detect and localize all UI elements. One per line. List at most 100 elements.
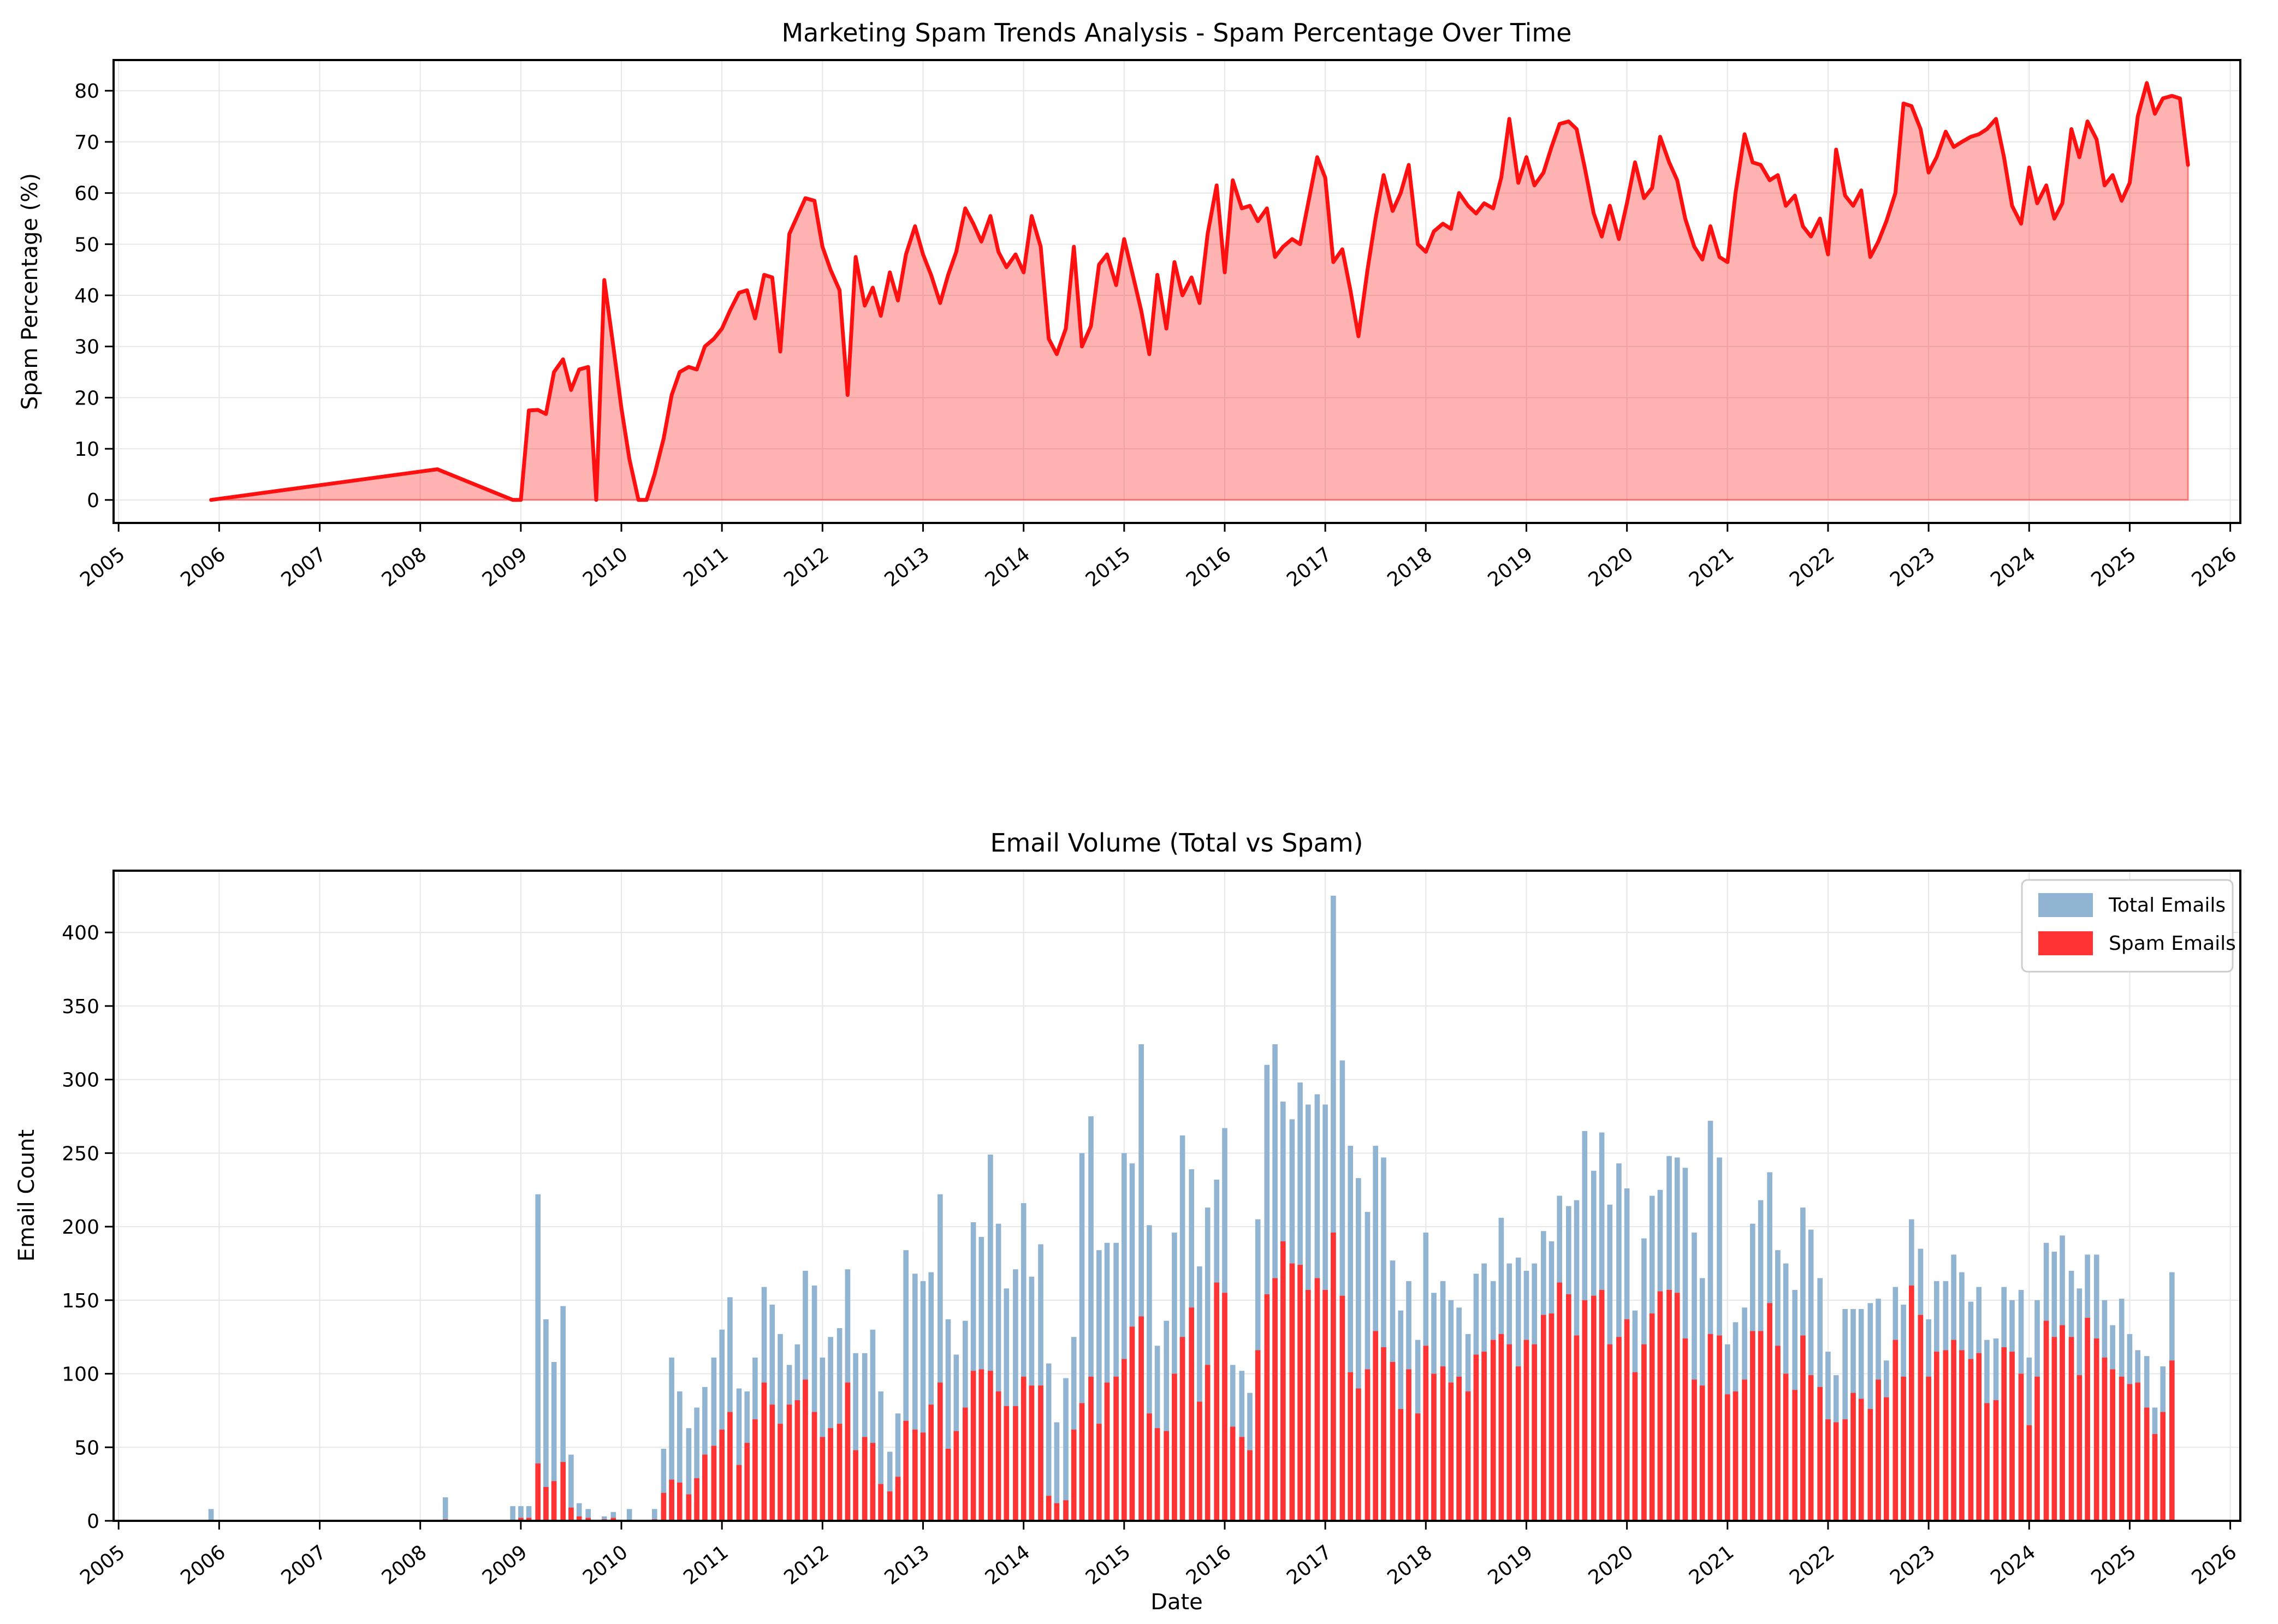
bar-spam [1440, 1366, 1446, 1521]
x-tick-label: 2008 [378, 543, 431, 592]
bar-spam [1926, 1376, 1931, 1521]
bar-spam [560, 1462, 566, 1521]
bar-spam [2009, 1352, 2015, 1521]
bar-spam [1808, 1375, 1814, 1521]
bar-spam [978, 1369, 984, 1521]
bar-total [1692, 1232, 1697, 1521]
bar-spam [1775, 1346, 1781, 1521]
bar-total [1381, 1157, 1386, 1521]
bar-spam [2060, 1325, 2065, 1521]
bottom-chart-spines [112, 870, 2241, 1522]
bar-total [526, 1506, 532, 1521]
bar-spam [711, 1445, 717, 1521]
bar-spam [1674, 1293, 1680, 1521]
x-tick-label: 2009 [478, 543, 531, 592]
bar-total [694, 1407, 699, 1521]
x-tick-label: 2006 [176, 543, 229, 592]
bar-spam [526, 1518, 532, 1521]
y-tick-label: 20 [74, 387, 99, 409]
bar-spam [1842, 1419, 1848, 1521]
bar-spam [1783, 1373, 1789, 1521]
x-tick-label: 2005 [76, 1541, 129, 1590]
x-axis-label: Date [1150, 1590, 1203, 1615]
bar-total [661, 1449, 667, 1521]
bar-total [870, 1329, 876, 1521]
bar-spam [1322, 1290, 1328, 1521]
x-tick-label: 2020 [1585, 1541, 1638, 1590]
x-tick-label: 2014 [981, 1541, 1034, 1590]
bar-spam [686, 1494, 692, 1521]
y-tick-label: 60 [74, 183, 99, 205]
bar-spam [1943, 1350, 1949, 1521]
x-tick-label: 2023 [1886, 1541, 1939, 1590]
bar-spam [576, 1516, 582, 1521]
bar-total [1138, 1044, 1144, 1521]
y-tick-label: 300 [62, 1069, 99, 1092]
bar-spam [1918, 1314, 1924, 1521]
bar-spam [2127, 1384, 2133, 1521]
bar-spam [1104, 1382, 1110, 1521]
bar-spam [1448, 1382, 1454, 1521]
bar-spam [794, 1400, 800, 1521]
bar-total [669, 1357, 674, 1521]
bar-spam [1205, 1365, 1211, 1521]
bar-total [1122, 1153, 1127, 1521]
x-tick-label: 2020 [1585, 543, 1638, 592]
bar-spam [1733, 1391, 1739, 1521]
bar-spam [1264, 1294, 1270, 1521]
bar-spam [752, 1419, 758, 1521]
y-tick-label: 100 [62, 1364, 99, 1386]
bar-spam [1742, 1379, 1747, 1521]
bar-total [1205, 1207, 1211, 1521]
bar-spam [2077, 1375, 2083, 1521]
bar-spam [1607, 1344, 1613, 1521]
x-tick-label: 2014 [981, 543, 1034, 592]
x-tick-label: 2015 [1082, 543, 1135, 592]
bar-spam [1632, 1372, 1638, 1521]
spam-percentage-line [209, 81, 2190, 502]
bar-spam [1289, 1263, 1295, 1521]
bar-spam [1331, 1232, 1336, 1521]
bar-spam [1792, 1390, 1798, 1521]
bar-spam [1339, 1295, 1345, 1521]
bar-spam [1649, 1313, 1655, 1521]
bar-spam [1968, 1359, 1974, 1521]
bar-spam [2034, 1376, 2040, 1521]
bar-spam [920, 1432, 926, 1521]
bar-spam [1365, 1369, 1371, 1521]
bar-spam [1616, 1337, 1622, 1521]
bar-spam [1901, 1376, 1906, 1521]
bar-total [652, 1509, 657, 1521]
bar-spam [1431, 1373, 1437, 1521]
top-chart-spines [112, 59, 2241, 524]
bar-spam [1867, 1409, 1873, 1521]
bar-spam [1164, 1431, 1169, 1521]
bar-spam [1239, 1437, 1245, 1521]
bar-spam [938, 1382, 943, 1521]
bar-spam [1230, 1426, 1236, 1521]
bar-total [1356, 1178, 1361, 1521]
bar-spam [1758, 1331, 1764, 1521]
bar-spam [769, 1405, 775, 1521]
x-tick-label: 2023 [1886, 543, 1939, 592]
bar-spam [1692, 1379, 1697, 1521]
bar-spam [887, 1491, 893, 1521]
bar-spam [970, 1371, 976, 1521]
bar-spam [853, 1450, 858, 1521]
bar-total [1021, 1203, 1027, 1521]
bar-total [1164, 1320, 1169, 1521]
bar-spam [1641, 1344, 1647, 1521]
bar-total [1096, 1250, 1102, 1521]
x-tick-label: 2026 [2188, 543, 2241, 592]
bar-total [1046, 1363, 1052, 1521]
bar-spam [1725, 1394, 1730, 1521]
bar-spam [786, 1405, 792, 1521]
bar-total [711, 1357, 717, 1521]
bar-spam [1348, 1372, 1353, 1521]
bar-total [1197, 1266, 1202, 1521]
x-tick-label: 2026 [2188, 1541, 2241, 1590]
bar-spam [2135, 1382, 2140, 1521]
bar-total [1348, 1145, 1353, 1521]
